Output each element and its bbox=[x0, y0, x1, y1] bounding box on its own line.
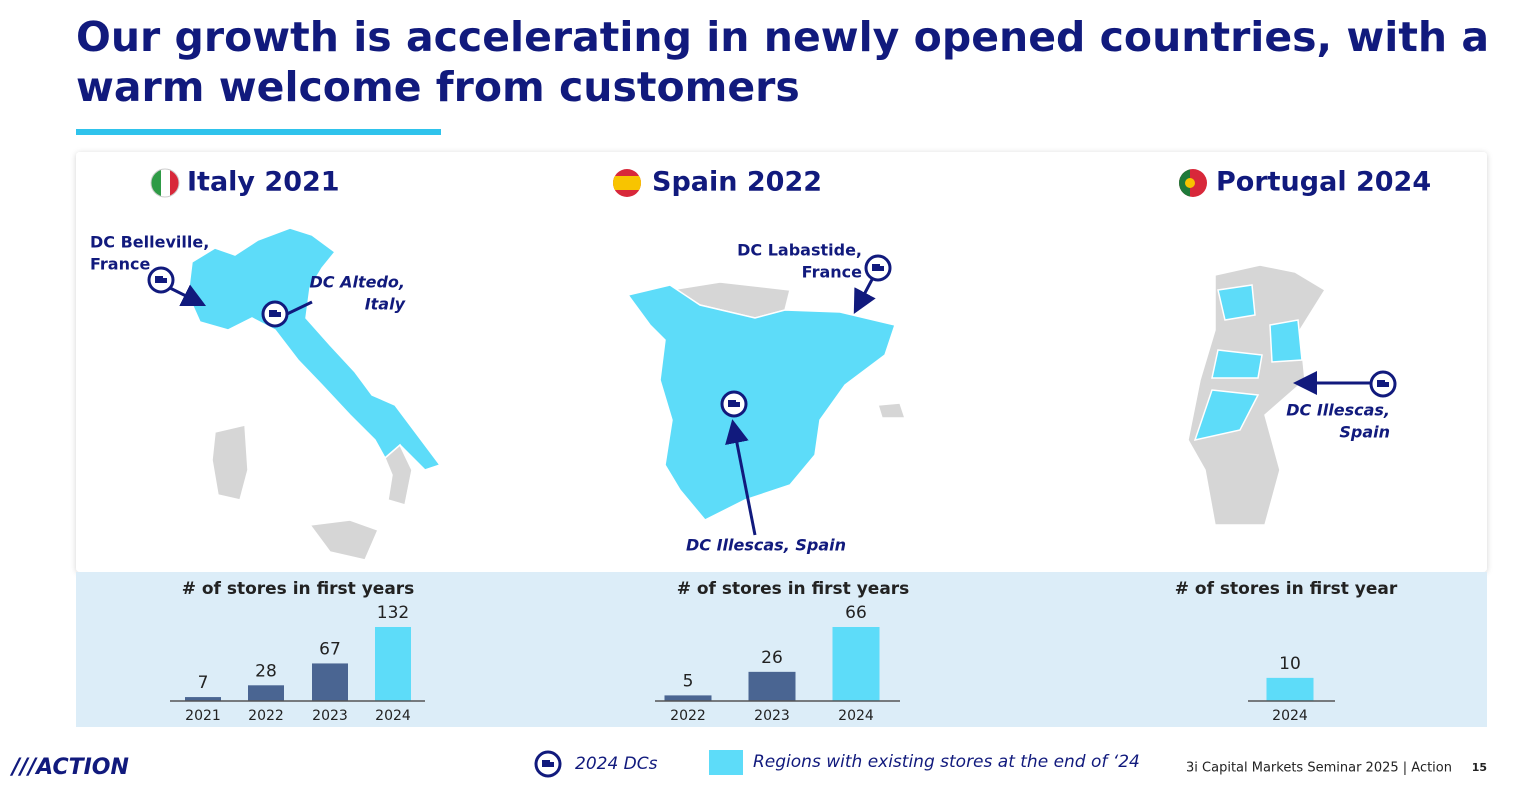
bar bbox=[248, 685, 284, 701]
dc-arrow bbox=[167, 284, 207, 307]
dc-icon bbox=[720, 390, 748, 418]
dc-arrow bbox=[725, 419, 757, 536]
value-label: 67 bbox=[319, 639, 341, 659]
value-label: 26 bbox=[761, 648, 783, 668]
map-italy bbox=[187, 227, 442, 561]
x-tick-label: 2023 bbox=[312, 708, 348, 724]
x-tick-label: 2022 bbox=[248, 708, 284, 724]
x-tick-label: 2024 bbox=[1272, 708, 1308, 724]
bar bbox=[664, 695, 712, 701]
x-tick-label: 2023 bbox=[754, 708, 790, 724]
legend-swatch bbox=[709, 750, 743, 775]
country-heading: Spain 2022 bbox=[652, 167, 822, 198]
dc-arrow bbox=[286, 300, 313, 316]
value-label: 66 bbox=[845, 603, 867, 623]
dc-label: DC Altedo, bbox=[310, 273, 405, 292]
flag-spain bbox=[613, 169, 641, 197]
map-spain bbox=[626, 281, 907, 521]
dc-label: Italy bbox=[365, 295, 406, 314]
country-heading: Italy 2021 bbox=[187, 167, 340, 198]
map-portugal bbox=[1187, 264, 1327, 526]
dc-label: Spain bbox=[1339, 423, 1390, 442]
country-heading: Portugal 2024 bbox=[1216, 167, 1431, 198]
page-number: 15 bbox=[1472, 761, 1487, 774]
bar bbox=[1266, 677, 1314, 701]
underline bbox=[76, 129, 441, 135]
legend-label: 2024 DCs bbox=[575, 754, 658, 774]
dc-label: DC Illescas, bbox=[1286, 401, 1390, 420]
value-label: 5 bbox=[683, 671, 694, 691]
x-tick-label: 2024 bbox=[375, 708, 411, 724]
legend-icon bbox=[534, 750, 562, 778]
value-label: 28 bbox=[255, 661, 277, 681]
dc-icon bbox=[261, 300, 289, 328]
title: warm welcome from customers bbox=[76, 63, 800, 111]
value-label: 7 bbox=[198, 673, 209, 693]
x-tick-label: 2022 bbox=[670, 708, 706, 724]
dc-icon bbox=[1369, 370, 1397, 398]
bar bbox=[832, 627, 880, 701]
flag-italy bbox=[150, 168, 180, 198]
dc-label: DC Labastide, bbox=[737, 241, 862, 260]
x-tick-label: 2024 bbox=[838, 708, 874, 724]
footer-source: 3i Capital Markets Seminar 2025 | Action bbox=[1186, 761, 1452, 776]
bar bbox=[185, 697, 221, 701]
chart-subtitle: # of stores in first years bbox=[677, 579, 910, 599]
dc-label: DC Illescas, Spain bbox=[686, 536, 846, 555]
dc-label: France bbox=[802, 263, 862, 282]
logo: ///ACTION bbox=[9, 755, 129, 780]
bar bbox=[748, 671, 796, 701]
dc-icon bbox=[864, 254, 892, 282]
legend-label: Regions with existing stores at the end … bbox=[753, 752, 1140, 772]
chart-subtitle: # of stores in first years bbox=[182, 579, 415, 599]
value-label: 132 bbox=[377, 603, 409, 623]
bar bbox=[375, 627, 411, 701]
dc-label: France bbox=[90, 255, 150, 274]
flag-portugal bbox=[1179, 169, 1207, 197]
value-label: 10 bbox=[1279, 654, 1301, 674]
dc-icon bbox=[147, 266, 175, 294]
chart-subtitle: # of stores in first year bbox=[1175, 579, 1398, 599]
bar bbox=[312, 663, 348, 701]
title: Our growth is accelerating in newly open… bbox=[76, 13, 1489, 61]
x-tick-label: 2021 bbox=[185, 708, 221, 724]
dc-label: DC Belleville, bbox=[90, 233, 209, 252]
